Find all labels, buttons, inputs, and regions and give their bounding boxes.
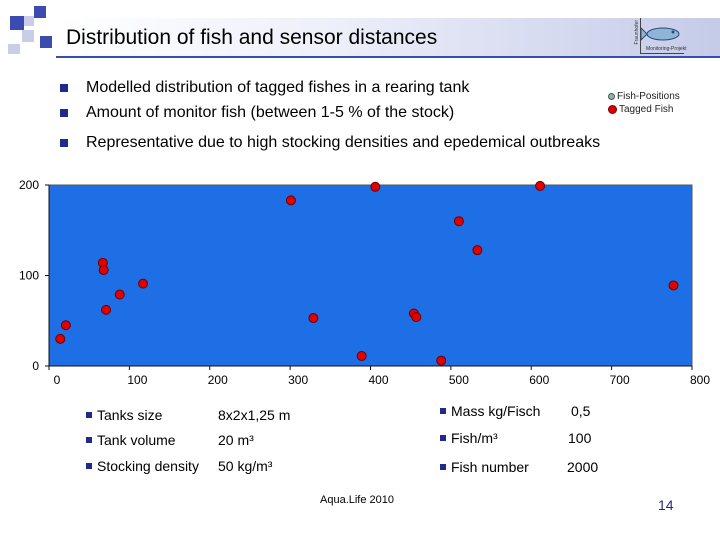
header-underline [56, 56, 720, 58]
y-tick-label: 200 [19, 178, 39, 192]
chart-legend: Fish-Positions Tagged Fish [608, 90, 680, 116]
tagged-fish-point [138, 278, 149, 289]
page-title: Distribution of fish and sensor distance… [66, 26, 438, 49]
x-tick-label: 500 [449, 373, 469, 387]
stat-label-text: Fish number [451, 459, 529, 475]
stat-label-text: Tanks size [97, 407, 163, 423]
tagged-fish-point [436, 355, 447, 366]
fish-logo-icon [640, 26, 680, 42]
stat-label: Fish/m³ [440, 430, 498, 446]
stat-label: Tanks size [86, 407, 162, 423]
tagged-fish-point [98, 265, 109, 276]
bullet-square-icon [440, 408, 446, 414]
tagged-fish-marker-icon [608, 105, 617, 114]
plot-area [48, 184, 693, 367]
x-tick-label: 800 [690, 373, 710, 387]
x-tick-label: 0 [54, 373, 61, 387]
header-decoration [34, 6, 46, 18]
stat-value: 100 [568, 430, 592, 446]
bullet-square-icon [60, 84, 68, 92]
fish-position-marker-icon [608, 93, 615, 100]
logo-side-text: Fraunhofer [634, 20, 640, 45]
header-decoration [22, 30, 34, 42]
legend-item-positions: Fish-Positions [608, 90, 680, 103]
tagged-fish-point [411, 312, 422, 323]
stat-label-text: Mass kg/Fisch [451, 403, 541, 419]
tagged-fish-point [356, 351, 367, 362]
tagged-fish-point [668, 280, 679, 291]
x-tick-label: 700 [610, 373, 630, 387]
stat-value: 8x2x1,25 m [218, 407, 291, 423]
tagged-fish-point [472, 245, 483, 256]
y-tick-label: 100 [19, 269, 39, 283]
header-decoration [10, 16, 24, 30]
stat-value: 0,5 [571, 403, 591, 419]
header-decoration [40, 36, 52, 48]
x-tick-label: 200 [208, 373, 228, 387]
bullet-item: Representative due to high stocking dens… [60, 134, 600, 152]
scatter-plot-svg: 0 100 200 0 100 200 300 400 500 600 700 800 [19, 178, 710, 387]
bullet-square-icon [86, 412, 92, 418]
tagged-fish-point [370, 181, 381, 192]
tagged-fish-point [535, 180, 546, 191]
tagged-fish-point [285, 195, 296, 206]
tagged-fish-point [55, 333, 66, 344]
tagged-fish-point [308, 313, 319, 324]
legend-item-tagged: Tagged Fish [608, 103, 680, 116]
bullet-square-icon [60, 109, 68, 117]
x-tick-label: 400 [368, 373, 388, 387]
footer-text: Aqua.Life 2010 [320, 494, 395, 506]
stat-label: Fish number [440, 459, 529, 475]
stat-label: Mass kg/Fisch [440, 403, 540, 419]
bullet-square-icon [440, 435, 446, 441]
bullet-text: Modelled distribution of tagged fishes i… [86, 79, 470, 96]
stat-value: 50 kg/m³ [218, 458, 273, 474]
page-number: 14 [658, 497, 674, 513]
x-tick-label: 300 [288, 373, 308, 387]
project-logo [640, 18, 684, 54]
legend-label: Fish-Positions [617, 91, 680, 102]
bullet-item: Modelled distribution of tagged fishes i… [60, 79, 469, 97]
bullet-square-icon [86, 437, 92, 443]
stat-label-text: Fish/m³ [451, 430, 498, 446]
stat-value: 20 m³ [218, 432, 254, 448]
bullet-text: Amount of monitor fish (between 1-5 % of… [86, 104, 455, 121]
stat-label-text: Stocking density [97, 458, 199, 474]
bullet-item: Amount of monitor fish (between 1-5 % of… [60, 104, 454, 122]
stat-value: 2000 [567, 459, 599, 475]
stat-label: Stocking density [86, 458, 199, 474]
bullet-square-icon [60, 139, 68, 147]
stat-label: Tank volume [86, 432, 176, 448]
bullet-square-icon [86, 463, 92, 469]
bullet-text: Representative due to high stocking dens… [86, 134, 601, 151]
x-tick-label: 100 [127, 373, 147, 387]
logo-caption: Monitoring-Projekt [646, 46, 687, 52]
tagged-fish-point [453, 216, 464, 227]
tagged-fish-point [60, 320, 71, 331]
header-decoration [24, 16, 34, 26]
scatter-chart: 0 100 200 0 100 200 300 400 500 600 700 800 [0, 175, 720, 400]
y-tick-label: 0 [32, 359, 39, 373]
x-tick-label: 600 [529, 373, 549, 387]
tagged-fish-point [101, 304, 112, 315]
bullet-square-icon [440, 464, 446, 470]
tagged-fish-point [114, 289, 125, 300]
header-bar [56, 18, 720, 56]
header-decoration [8, 44, 20, 54]
stat-label-text: Tank volume [97, 432, 176, 448]
legend-label: Tagged Fish [619, 104, 674, 115]
